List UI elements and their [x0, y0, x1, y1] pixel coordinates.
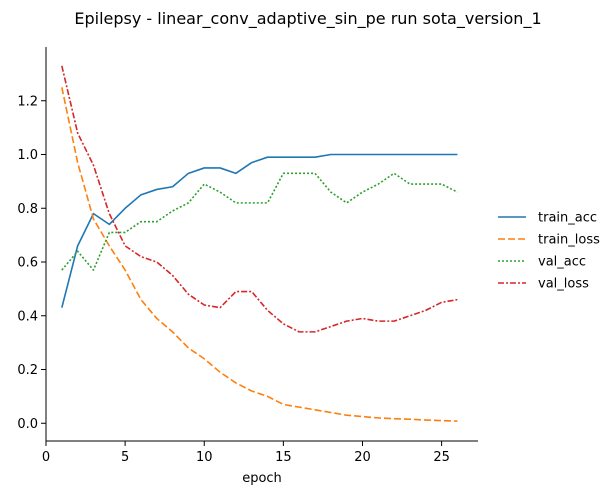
- y-tick-label: 0.8: [17, 202, 38, 217]
- y-tick-label: 0.6: [17, 256, 38, 271]
- x-axis-label: epoch: [242, 471, 282, 486]
- y-tick-label: 0.4: [17, 309, 38, 324]
- y-tick-label: 1.0: [17, 148, 38, 163]
- series-line-val-loss: [61, 65, 458, 333]
- y-tick-label: 1.2: [17, 94, 38, 109]
- series-line-val-acc: [61, 172, 458, 271]
- legend-label: val_acc: [538, 255, 586, 270]
- x-tick-label: 10: [196, 450, 213, 465]
- legend-label: train_loss: [538, 233, 600, 248]
- x-tick-label: 15: [275, 450, 292, 465]
- y-ticks: 0.0 0.2 0.4 0.6 0.8 1.0 1.2: [17, 94, 46, 432]
- plot-area: [61, 65, 458, 422]
- series-line-train-acc: [61, 153, 458, 308]
- x-tick-label: 25: [433, 450, 450, 465]
- legend: train_acc train_loss val_acc val_loss: [498, 211, 600, 292]
- x-tick-label: 5: [121, 450, 129, 465]
- chart-title: Epilepsy - linear_conv_adaptive_sin_pe r…: [74, 9, 541, 29]
- x-ticks: 0 5 10 15 20 25: [42, 441, 450, 465]
- y-tick-label: 0.2: [17, 363, 38, 378]
- series-line-train-loss: [61, 87, 458, 422]
- legend-label: val_loss: [538, 277, 589, 292]
- x-tick-label: 20: [354, 450, 371, 465]
- x-tick-label: 0: [42, 450, 50, 465]
- y-tick-label: 0.0: [17, 417, 38, 432]
- legend-label: train_acc: [538, 211, 597, 226]
